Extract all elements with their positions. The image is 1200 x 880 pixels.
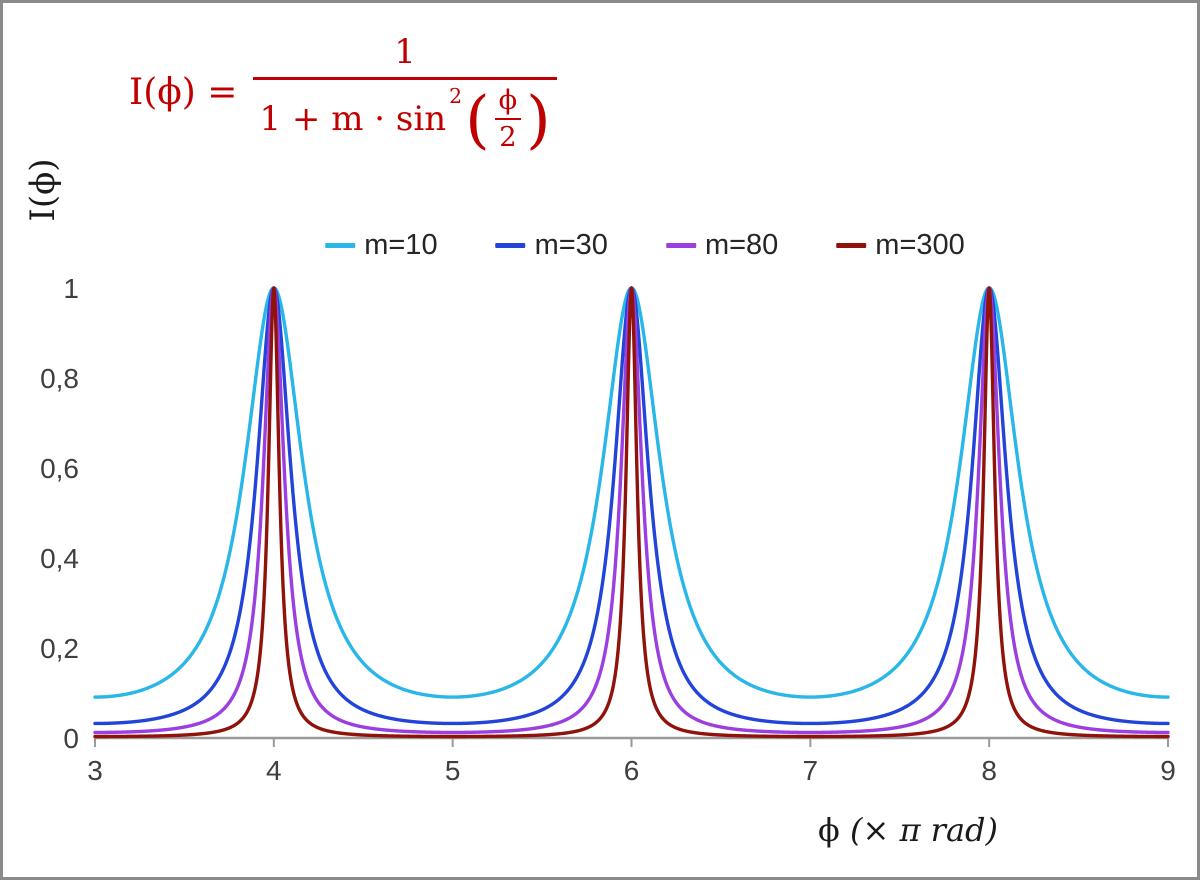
legend-item-m=300: m=300 [836, 229, 965, 262]
legend-label: m=80 [704, 229, 779, 261]
x-tick-label: 7 [803, 755, 819, 786]
y-tick-label: 0 [63, 723, 79, 754]
legend-swatch [495, 243, 526, 248]
curve-m=300 [93, 286, 1170, 739]
formula-exponent: 2 [449, 84, 463, 109]
close-paren: ) [526, 82, 551, 156]
legend-item-m=80: m=80 [665, 229, 779, 262]
legend-label: m=10 [364, 229, 438, 261]
formula-lhs: I(ϕ) = [129, 71, 238, 113]
formula-fraction: 1 1 + m · sin 2 ( ϕ 2 ) [253, 32, 557, 156]
y-tick-label: 0,8 [40, 363, 79, 394]
curve-m=80 [93, 286, 1170, 735]
x-axis-title-units: (× π rad) [849, 811, 998, 849]
x-axis-title-phi: ϕ [818, 811, 840, 849]
legend-swatch [325, 243, 356, 248]
y-tick-label: 1 [63, 273, 79, 304]
inner-denominator: 2 [495, 118, 521, 151]
curve-m=30 [93, 286, 1170, 726]
x-tick-label: 6 [624, 755, 640, 786]
x-axis-title: ϕ (× π rad) [818, 811, 998, 849]
x-tick-label: 5 [445, 755, 461, 786]
legend-label: m=30 [534, 229, 608, 261]
legend-item-m=30: m=30 [495, 229, 608, 262]
x-tick-label: 3 [87, 755, 103, 786]
x-tick-label: 8 [981, 755, 997, 786]
legend-swatch [836, 243, 867, 248]
formula-denominator: 1 + m · sin 2 ( ϕ 2 ) [253, 77, 557, 156]
y-axis-title: I(ϕ) [23, 158, 63, 222]
legend-swatch [665, 243, 696, 248]
legend-label: m=300 [875, 229, 965, 261]
x-tick-label: 9 [1160, 755, 1176, 786]
formula-numerator: 1 [394, 32, 416, 72]
y-tick-label: 0,2 [40, 633, 79, 664]
chart-legend: m=10 m=30 m=80 m=300 [325, 229, 965, 262]
open-paren: ( [465, 82, 490, 156]
y-tick-label: 0,6 [40, 453, 79, 484]
formula-inner-fraction: ϕ 2 [495, 87, 522, 151]
inner-numerator: ϕ [498, 85, 518, 117]
chart-canvas: 3 4 5 6 7 8 9 0 0,2 0,4 0,6 0,8 1 [40, 273, 1176, 786]
formula: I(ϕ) = 1 1 + m · sin 2 ( ϕ 2 ) [129, 32, 557, 156]
legend-item-m=10: m=10 [325, 229, 438, 262]
y-tick-label: 0,4 [40, 543, 79, 574]
formula-denominator-prefix: 1 + m · sin [259, 98, 447, 139]
x-tick-label: 4 [266, 755, 282, 786]
